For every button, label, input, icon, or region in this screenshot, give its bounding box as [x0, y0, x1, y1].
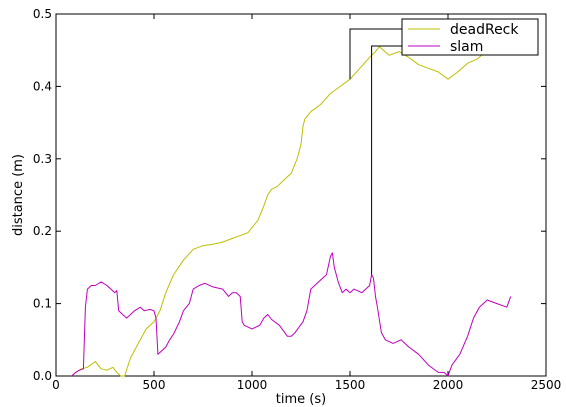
- x-tick-label: 2000: [433, 378, 464, 392]
- x-tick-label: 0: [52, 378, 60, 392]
- y-tick-label: 0.3: [33, 152, 52, 166]
- legend-box: [401, 18, 539, 56]
- leader-line-deadreck: [349, 28, 402, 80]
- leader-line-slam: [371, 45, 402, 275]
- legend-label-deadreck: deadReck: [450, 22, 519, 38]
- x-tick-label: 2500: [531, 378, 562, 392]
- axis-ticks: [55, 13, 547, 377]
- y-tick-label: 0.4: [33, 79, 52, 93]
- y-tick-label: 0.5: [33, 7, 52, 21]
- x-tick-label: 1000: [237, 378, 268, 392]
- y-tick-label: 0.2: [33, 224, 52, 238]
- y-axis-label: distance (m): [11, 154, 26, 236]
- y-tick-label: 0.0: [33, 369, 52, 383]
- x-tick-label: 500: [143, 378, 166, 392]
- series-line-deadreck: [71, 46, 484, 377]
- y-tick-label: 0.1: [33, 297, 52, 311]
- legend-label-slam: slam: [450, 39, 483, 55]
- series-line-slam: [71, 252, 512, 377]
- tick-labels: 0 500 1000 1500 2000 2500 0.0 0.1 0.2 0.3 0.4 0.5: [33, 7, 561, 392]
- series-layer: [71, 46, 512, 377]
- x-axis-label: time (s): [276, 392, 326, 407]
- plot-frame: [55, 13, 547, 377]
- x-tick-label: 1500: [335, 378, 366, 392]
- annotations-layer: [349, 28, 402, 275]
